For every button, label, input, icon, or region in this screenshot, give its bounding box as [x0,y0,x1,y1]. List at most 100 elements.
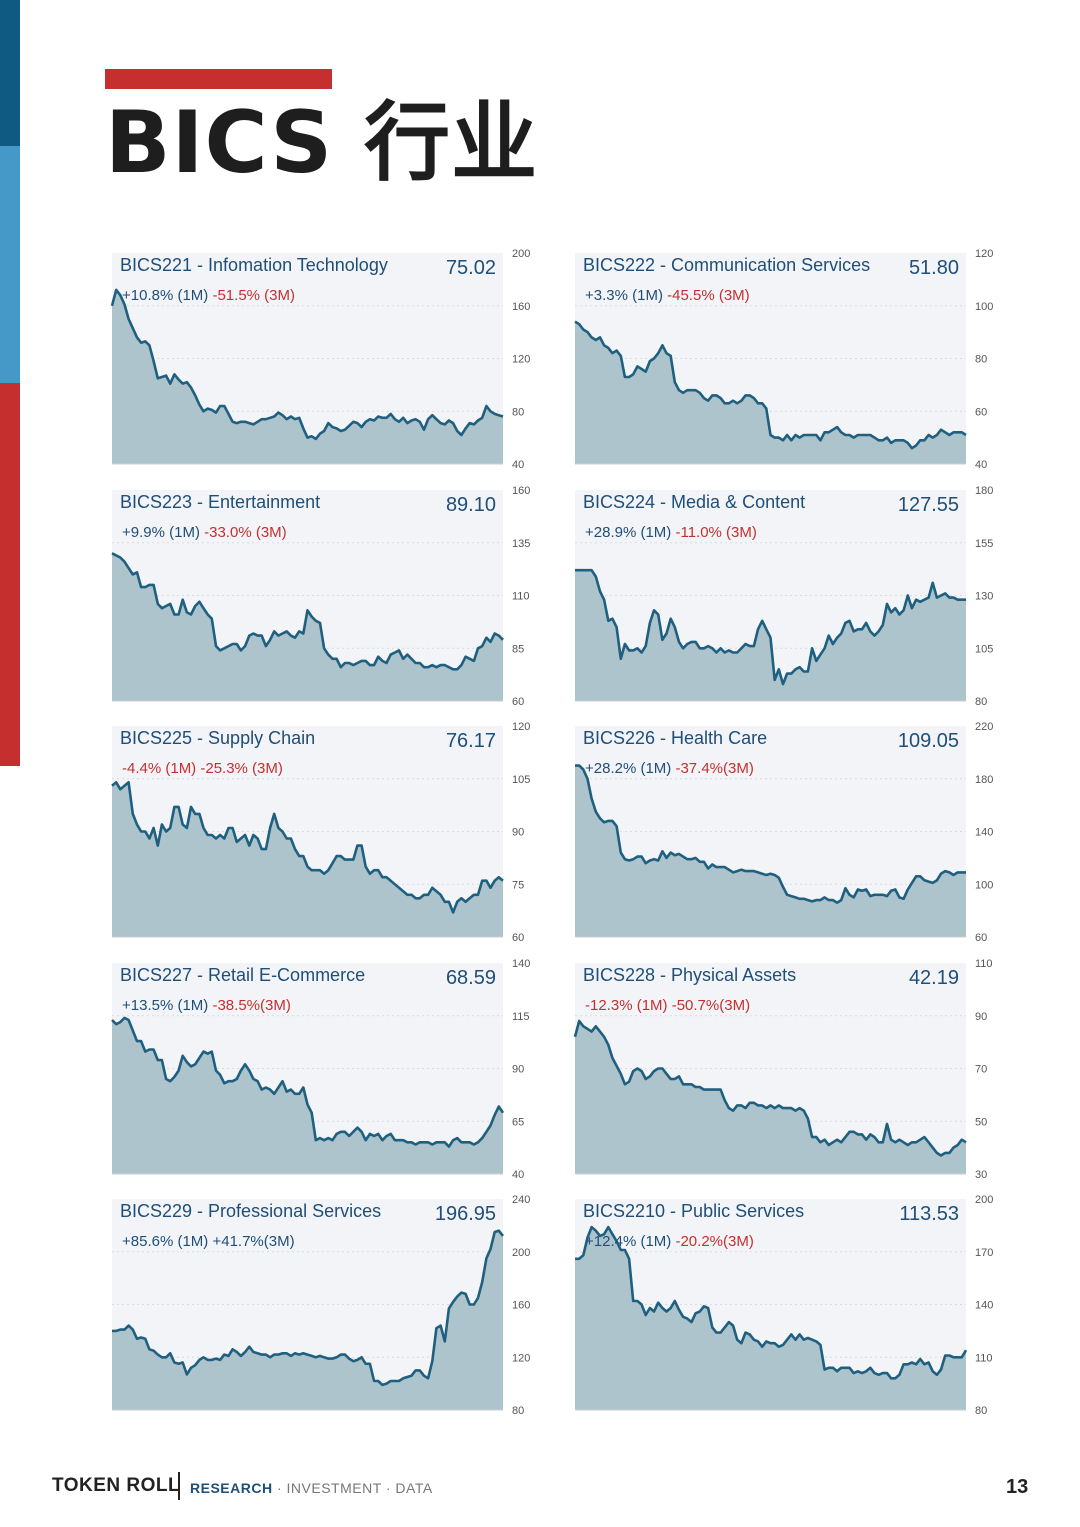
y-tick-label: 200 [512,1247,530,1259]
y-tick-label: 90 [975,1011,987,1023]
change-summary: +10.8% (1M) -51.5% (3M) [122,287,295,304]
y-tick-label: 130 [975,591,993,603]
series-line [111,1016,505,1148]
last-value: 68.59 [445,967,496,989]
y-tick-label: 100 [975,301,993,313]
change-1m: +28.2% (1M) [585,760,672,777]
y-tick-label: 160 [512,301,530,313]
change-summary: +9.9% (1M) -33.0% (3M) [122,524,287,541]
y-tick-label: 65 [512,1116,524,1128]
series-area [575,321,966,464]
last-value: 113.53 [899,1203,959,1225]
change-summary: +85.6% (1M) +41.7%(3M) [122,1233,295,1250]
y-tick-label: 140 [512,958,530,970]
series-line [575,568,966,686]
series-line [111,781,504,914]
chart-title: BICS224 - Media & Content [583,492,806,512]
y-tick-label: 140 [975,827,993,839]
change-1m: +85.6% (1M) [122,1233,209,1250]
y-tick-label: 80 [975,1405,987,1417]
chart-panel: 120 105 90 75 60 BICS225 - Supply Chain 76.17 -… [111,721,600,962]
y-tick-label: 90 [512,827,524,839]
change-summary: -12.3% (1M) -50.7%(3M) [585,997,750,1014]
change-3m: -11.0% (3M) [675,524,757,541]
y-tick-label: 100 [975,879,993,891]
chart-svg: 120 100 80 60 40 [574,248,993,471]
y-tick-label: 110 [975,958,993,970]
change-summary: -4.4% (1M) -25.3% (3M) [122,760,283,777]
y-tick-label: 170 [975,1247,993,1259]
chart-panel: 220 180 140 100 60 BICS226 - Health Care 109.0… [575,721,1063,962]
chart-svg: 110 90 70 50 30 [573,958,993,1181]
change-summary: +28.9% (1M) -11.0% (3M) [585,524,757,541]
chart-svg: 120 105 90 75 60 [111,721,530,944]
chart-panel: 140 115 90 65 40 BICS227 - Retail E-Commerce 6… [111,958,600,1199]
y-tick-label: 40 [975,459,987,471]
y-tick-label: 135 [512,538,530,550]
y-tick-label: 80 [512,406,524,418]
change-3m: -51.5% (3M) [212,287,295,304]
footer-tag-research: RESEARCH [190,1480,273,1496]
y-tick-label: 180 [975,774,993,786]
last-value: 51.80 [908,257,959,279]
footer-brand: TOKEN ROLL [52,1475,181,1496]
y-tick-label: 40 [512,1169,524,1181]
series-area [112,553,503,701]
y-tick-label: 85 [512,643,524,655]
y-tick-label: 120 [975,248,993,260]
series-area [575,570,966,701]
y-tick-label: 40 [512,459,524,471]
series-line [110,288,504,441]
series-line [575,764,966,904]
accent-stripe-red [0,383,20,766]
y-tick-label: 180 [975,485,993,497]
series-line [575,1225,968,1380]
y-tick-label: 60 [975,406,987,418]
chart-title: BICS2210 - Public Services [583,1201,805,1221]
chart-title: BICS225 - Supply Chain [120,728,316,748]
y-tick-label: 155 [975,538,993,550]
y-tick-label: 110 [975,1352,993,1364]
chart-panel: 240 200 160 120 80 BICS229 - Professional Ser… [112,1194,600,1435]
chart-panel: 110 90 70 50 30 BICS228 - Physical Assets 42.1… [573,958,1063,1199]
change-3m: -45.5% (3M) [667,287,750,304]
series-area [112,1230,503,1410]
change-1m: +12.4% (1M) [585,1233,672,1250]
change-3m: -25.3% (3M) [200,760,283,777]
y-tick-label: 160 [512,1300,530,1312]
chart-title: BICS227 - Retail E-Commerce [120,965,366,985]
y-tick-label: 140 [975,1300,993,1312]
change-3m: -20.2%(3M) [675,1233,754,1250]
change-summary: +13.5% (1M) -38.5%(3M) [122,997,291,1014]
page-title: BICS 行业 [105,93,539,193]
y-tick-label: 200 [512,248,530,260]
chart-svg: 240 200 160 120 80 [112,1194,530,1417]
y-tick-label: 120 [512,354,530,366]
y-tick-label: 115 [512,1011,530,1023]
change-summary: +12.4% (1M) -20.2%(3M) [585,1233,754,1250]
page-number: 13 [1006,1476,1029,1498]
y-tick-label: 220 [975,721,993,733]
chart-panel: 120 100 80 60 40 BICS222 - Communication Serv… [574,248,1063,489]
chart-title: BICS223 - Entertainment [120,492,321,512]
change-1m: +3.3% (1M) [585,287,663,304]
series-area [575,1227,966,1410]
y-tick-label: 110 [512,591,530,603]
change-1m: +10.8% (1M) [122,287,209,304]
chart-title: BICS221 - Infomation Technology [120,255,388,275]
y-tick-label: 80 [975,696,987,708]
series-area [112,1017,503,1174]
last-value: 196.95 [434,1203,496,1225]
y-tick-label: 105 [975,643,993,655]
y-tick-label: 75 [512,879,524,891]
last-value: 42.19 [908,967,959,989]
y-tick-label: 80 [975,354,987,366]
series-area [575,1021,966,1174]
y-tick-label: 90 [512,1064,524,1076]
last-value: 127.55 [897,494,959,516]
title-accent-bar [105,69,332,89]
chart-svg: 180 155 130 105 80 [575,485,993,708]
accent-stripe-dark-blue [0,0,20,146]
y-tick-label: 60 [512,696,524,708]
change-3m: -37.4%(3M) [675,760,754,777]
